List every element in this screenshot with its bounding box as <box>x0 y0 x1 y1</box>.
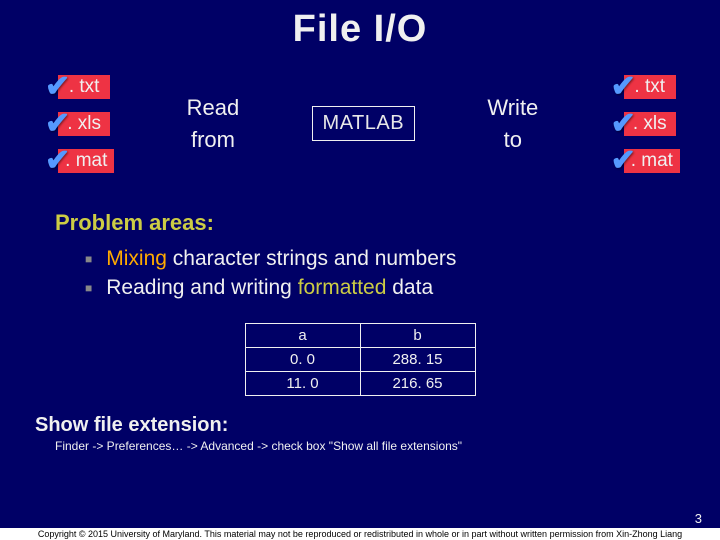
highlight-mixing: Mixing <box>106 247 167 270</box>
file-row: ✔ . mat <box>611 143 680 178</box>
table-cell: 216. 65 <box>360 371 475 395</box>
data-table: a b 0. 0 288. 15 11. 0 216. 65 <box>245 323 476 396</box>
show-extension-heading: Show file extension: <box>0 396 720 439</box>
table-cell: 11. 0 <box>245 371 360 395</box>
check-icon: ✔ <box>611 143 636 178</box>
table-row: 0. 0 288. 15 <box>245 347 475 371</box>
from-label: from <box>191 127 235 153</box>
read-label: Read <box>187 95 240 121</box>
file-row: ✔ . xls <box>611 106 680 141</box>
write-to-stack: Write to <box>487 95 538 153</box>
left-file-stack: ✔ . txt ✔ . xls ✔ . mat <box>45 69 114 178</box>
file-row: ✔ . xls <box>45 106 114 141</box>
bullet-icon: ■ <box>85 280 92 297</box>
io-diagram: ✔ . txt ✔ . xls ✔ . mat Read from MATLAB… <box>0 51 720 188</box>
data-table-wrap: a b 0. 0 288. 15 11. 0 216. 65 <box>0 303 720 396</box>
bullet-list: ■ Mixing character strings and numbers ■… <box>0 244 720 303</box>
table-header: a <box>245 323 360 347</box>
highlight-formatted: formatted <box>298 276 387 299</box>
copyright-text: Copyright © 2015 University of Maryland.… <box>0 528 720 540</box>
to-label: to <box>504 127 522 153</box>
table-cell: 288. 15 <box>360 347 475 371</box>
bullet-text: Reading and writing formatted data <box>106 273 433 302</box>
bullet-text: Mixing character strings and numbers <box>106 244 456 273</box>
table-header-row: a b <box>245 323 475 347</box>
matlab-box: MATLAB <box>312 106 416 141</box>
right-file-stack: ✔ . txt ✔ . xls ✔ . mat <box>611 69 680 178</box>
slide-number: 3 <box>695 511 702 526</box>
bullet-icon: ■ <box>85 251 92 268</box>
file-row: ✔ . txt <box>611 69 680 104</box>
check-icon: ✔ <box>611 69 636 104</box>
bullet-item: ■ Mixing character strings and numbers <box>85 244 720 273</box>
problem-areas-heading: Problem areas: <box>0 188 720 244</box>
check-icon: ✔ <box>45 143 70 178</box>
check-icon: ✔ <box>45 106 70 141</box>
table-row: 11. 0 216. 65 <box>245 371 475 395</box>
table-header: b <box>360 323 475 347</box>
file-row: ✔ . mat <box>45 143 114 178</box>
read-from-stack: Read from <box>187 95 240 153</box>
table-cell: 0. 0 <box>245 347 360 371</box>
file-row: ✔ . txt <box>45 69 114 104</box>
slide-title: File I/O <box>0 0 720 51</box>
check-icon: ✔ <box>611 106 636 141</box>
write-label: Write <box>487 95 538 121</box>
bullet-item: ■ Reading and writing formatted data <box>85 273 720 302</box>
finder-path-text: Finder -> Preferences… -> Advanced -> ch… <box>0 439 720 453</box>
check-icon: ✔ <box>45 69 70 104</box>
